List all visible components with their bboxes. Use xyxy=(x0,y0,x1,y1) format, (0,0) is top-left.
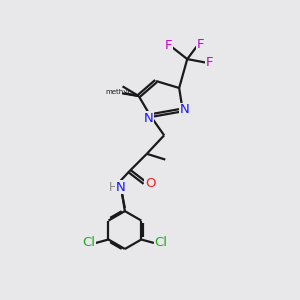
Text: Cl: Cl xyxy=(154,236,167,250)
Text: N: N xyxy=(180,103,189,116)
Text: N: N xyxy=(116,181,126,194)
Text: F: F xyxy=(206,56,214,69)
Text: O: O xyxy=(145,177,155,190)
Text: F: F xyxy=(197,38,204,51)
Text: methyl: methyl xyxy=(106,89,130,95)
Text: H: H xyxy=(109,181,117,194)
Text: N: N xyxy=(144,112,153,124)
Text: F: F xyxy=(165,39,172,52)
Text: Cl: Cl xyxy=(82,236,95,250)
